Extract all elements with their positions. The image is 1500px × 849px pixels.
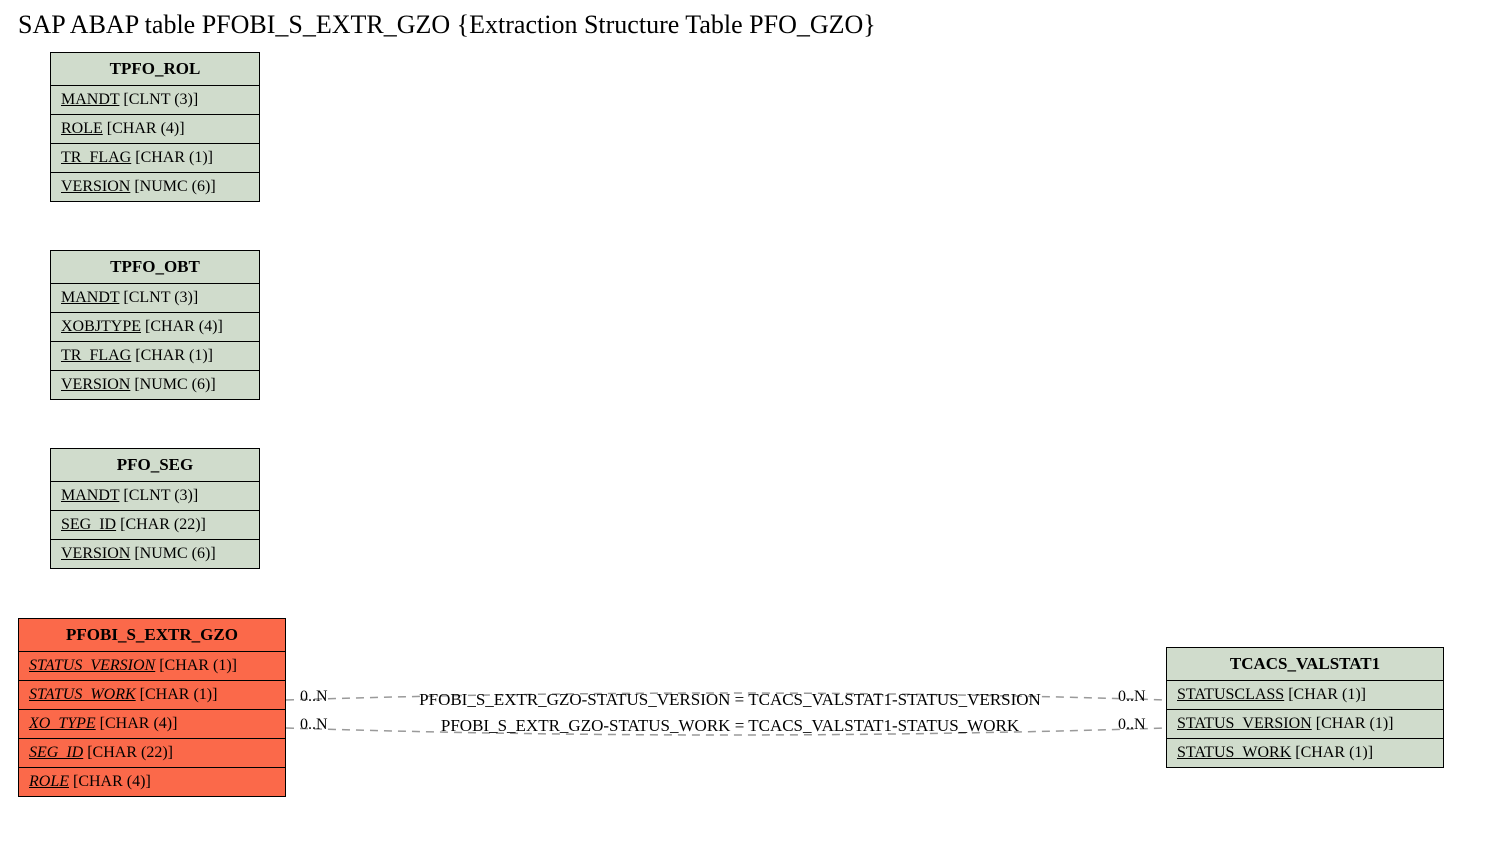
column-name: STATUS_WORK [29, 686, 136, 703]
entity-row: STATUS_VERSION [CHAR (1)] [1167, 710, 1443, 739]
column-type: [CHAR (1)] [1284, 686, 1366, 703]
column-name: MANDT [61, 289, 119, 306]
column-type: [CHAR (1)] [1312, 715, 1394, 732]
page-title: SAP ABAP table PFOBI_S_EXTR_GZO {Extract… [18, 10, 876, 40]
entity-row: SEG_ID [CHAR (22)] [51, 511, 259, 540]
entity-row: STATUSCLASS [CHAR (1)] [1167, 681, 1443, 710]
entity-row: TR_FLAG [CHAR (1)] [51, 144, 259, 173]
entity-header: TPFO_ROL [51, 53, 259, 86]
entity-row: VERSION [NUMC (6)] [51, 173, 259, 201]
entity-tcacs-valstat1: TCACS_VALSTAT1STATUSCLASS [CHAR (1)]STAT… [1166, 647, 1444, 768]
entity-row: SEG_ID [CHAR (22)] [19, 739, 285, 768]
column-name: STATUSCLASS [1177, 686, 1284, 703]
entity-pfobi-s-extr-gzo: PFOBI_S_EXTR_GZOSTATUS_VERSION [CHAR (1)… [18, 618, 286, 797]
entity-row: STATUS_VERSION [CHAR (1)] [19, 652, 285, 681]
column-type: [NUMC (6)] [130, 178, 215, 195]
entity-row: MANDT [CLNT (3)] [51, 482, 259, 511]
entity-row: VERSION [NUMC (6)] [51, 540, 259, 568]
entity-row: ROLE [CHAR (4)] [19, 768, 285, 796]
column-type: [CHAR (4)] [96, 715, 178, 732]
column-type: [CHAR (4)] [103, 120, 185, 137]
relationship-label-1: PFOBI_S_EXTR_GZO-STATUS_VERSION = TCACS_… [358, 690, 1102, 710]
column-type: [CHAR (1)] [131, 347, 213, 364]
column-name: ROLE [29, 773, 69, 790]
entity-row: VERSION [NUMC (6)] [51, 371, 259, 399]
column-type: [CLNT (3)] [119, 289, 198, 306]
entity-header: TPFO_OBT [51, 251, 259, 284]
column-name: VERSION [61, 178, 130, 195]
cardinality-right-bottom: 0..N [1118, 716, 1146, 734]
column-name: XO_TYPE [29, 715, 96, 732]
entity-header: PFOBI_S_EXTR_GZO [19, 619, 285, 652]
entity-row: TR_FLAG [CHAR (1)] [51, 342, 259, 371]
entity-row: ROLE [CHAR (4)] [51, 115, 259, 144]
entity-row: STATUS_WORK [CHAR (1)] [1167, 739, 1443, 767]
column-name: MANDT [61, 487, 119, 504]
entity-pfo-seg: PFO_SEGMANDT [CLNT (3)]SEG_ID [CHAR (22)… [50, 448, 260, 569]
column-name: XOBJTYPE [61, 318, 141, 335]
column-type: [CHAR (1)] [1291, 744, 1373, 761]
column-type: [CHAR (4)] [141, 318, 223, 335]
column-type: [CHAR (1)] [136, 686, 218, 703]
column-name: TR_FLAG [61, 347, 131, 364]
column-name: MANDT [61, 91, 119, 108]
column-type: [NUMC (6)] [130, 545, 215, 562]
column-type: [CLNT (3)] [119, 91, 198, 108]
column-type: [CHAR (22)] [83, 744, 173, 761]
column-type: [CHAR (1)] [155, 657, 237, 674]
column-name: SEG_ID [61, 516, 116, 533]
column-name: STATUS_VERSION [29, 657, 155, 674]
column-type: [CHAR (22)] [116, 516, 206, 533]
column-name: ROLE [61, 120, 103, 137]
relationship-label-2: PFOBI_S_EXTR_GZO-STATUS_WORK = TCACS_VAL… [358, 716, 1102, 736]
entity-tpfo-rol: TPFO_ROLMANDT [CLNT (3)]ROLE [CHAR (4)]T… [50, 52, 260, 202]
cardinality-left-bottom: 0..N [300, 716, 328, 734]
column-type: [CHAR (1)] [131, 149, 213, 166]
entity-row: XOBJTYPE [CHAR (4)] [51, 313, 259, 342]
column-name: STATUS_WORK [1177, 744, 1291, 761]
entity-row: STATUS_WORK [CHAR (1)] [19, 681, 285, 710]
cardinality-left-top: 0..N [300, 688, 328, 706]
entity-row: MANDT [CLNT (3)] [51, 86, 259, 115]
column-name: VERSION [61, 376, 130, 393]
cardinality-right-top: 0..N [1118, 688, 1146, 706]
entity-tpfo-obt: TPFO_OBTMANDT [CLNT (3)]XOBJTYPE [CHAR (… [50, 250, 260, 400]
entity-row: XO_TYPE [CHAR (4)] [19, 710, 285, 739]
column-type: [CHAR (4)] [69, 773, 151, 790]
column-type: [NUMC (6)] [130, 376, 215, 393]
column-name: VERSION [61, 545, 130, 562]
column-name: STATUS_VERSION [1177, 715, 1312, 732]
entity-header: PFO_SEG [51, 449, 259, 482]
entity-header: TCACS_VALSTAT1 [1167, 648, 1443, 681]
column-type: [CLNT (3)] [119, 487, 198, 504]
entity-row: MANDT [CLNT (3)] [51, 284, 259, 313]
column-name: SEG_ID [29, 744, 83, 761]
column-name: TR_FLAG [61, 149, 131, 166]
